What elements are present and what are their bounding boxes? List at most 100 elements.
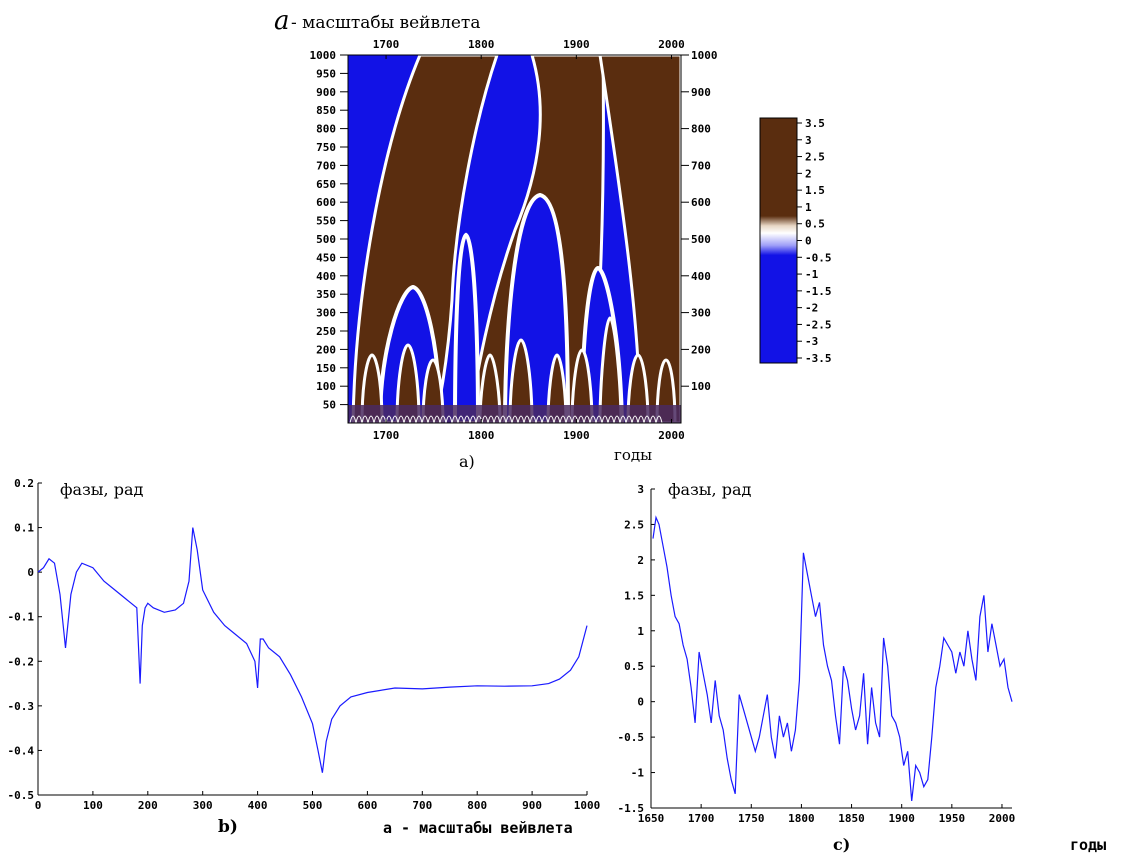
x-tick-label-bottom: 2000 <box>658 429 685 442</box>
y-tick-label-right: 400 <box>691 270 711 283</box>
y-tick-label: 0.1 <box>14 522 34 535</box>
heatmap-axes: 1700 1700 1800 1800 1900 1900 2000 2000 1000 950 9… <box>310 38 718 442</box>
chart-b-axes: 0 100 200 300 400 500 600 700 800 900 10000.20.10-… <box>8 477 601 812</box>
chart-c-title: фазы, рад <box>668 480 751 499</box>
y-tick-label: -0.5 <box>8 789 35 802</box>
y-tick-label-right: 700 <box>691 159 711 172</box>
y-tick-label-right: 600 <box>691 196 711 209</box>
x-tick-label: 1950 <box>939 812 966 825</box>
x-tick-label: 500 <box>303 799 323 812</box>
y-tick-label-left: 750 <box>316 141 336 154</box>
heatmap-caption: a) <box>459 452 475 471</box>
y-tick-label-right: 100 <box>691 380 711 393</box>
colorbar-tick-label: -0.5 <box>805 251 832 264</box>
y-tick-label-left: 150 <box>316 362 336 375</box>
y-tick-label: 1 <box>637 625 644 638</box>
x-tick-label: 2000 <box>989 812 1016 825</box>
y-tick-label-right: 800 <box>691 123 711 136</box>
y-tick-label: -0.4 <box>8 744 35 757</box>
wavelet-heatmap-chart: a - масштабы вейвлета <box>274 6 832 471</box>
y-tick-label-left: 50 <box>323 399 336 412</box>
y-tick-label-left: 1000 <box>310 49 337 62</box>
colorbar-tick-label: 0 <box>805 235 812 248</box>
x-tick-label: 700 <box>412 799 432 812</box>
colorbar-ticks: 3.5 3 2.5 2 1.5 1 0.5 0 -0.5 -1 -1.5 -2 -2.5 -3 -3.5 <box>797 117 832 365</box>
x-tick-label-bottom: 1800 <box>468 429 495 442</box>
colorbar-tick-label: 1 <box>805 201 812 214</box>
x-tick-label: 900 <box>522 799 542 812</box>
x-tick-label-top: 1900 <box>563 38 590 51</box>
x-tick-label: 200 <box>138 799 158 812</box>
y-tick-label-left: 900 <box>316 86 336 99</box>
x-tick-label-bottom: 1900 <box>563 429 590 442</box>
y-tick-label-right: 200 <box>691 343 711 356</box>
chart-b-x-label: а - масштабы вейвлета <box>383 819 573 837</box>
y-tick-label-left: 600 <box>316 196 336 209</box>
x-tick-label: 0 <box>35 799 42 812</box>
chart-c-caption: c) <box>833 835 850 854</box>
y-tick-label: -1 <box>631 767 645 780</box>
y-tick-label-right: 500 <box>691 233 711 246</box>
y-tick-label: -0.3 <box>8 700 35 713</box>
colorbar <box>759 117 798 364</box>
x-tick-label: 1000 <box>574 799 601 812</box>
chart-c-series-line <box>652 515 1013 801</box>
heatmap-small-scale-lobes <box>360 316 677 423</box>
colorbar-tick-label: -3 <box>805 335 818 348</box>
colorbar-tick-label: 3 <box>805 134 812 147</box>
heatmap-title-symbol: a <box>274 6 290 36</box>
colorbar-tick-label: -2.5 <box>805 318 832 331</box>
x-tick-label: 1800 <box>788 812 815 825</box>
x-tick-label-top: 1800 <box>468 38 495 51</box>
x-tick-label: 1650 <box>638 812 665 825</box>
chart-b-series-line <box>37 527 588 773</box>
colorbar-tick-label: -2 <box>805 302 818 315</box>
y-tick-label: -0.1 <box>8 611 35 624</box>
colorbar-tick-label: 1.5 <box>805 184 825 197</box>
y-tick-label: 1.5 <box>624 589 644 602</box>
colorbar-tick-label: 2 <box>805 167 812 180</box>
chart-b-title: фазы, рад <box>60 480 143 499</box>
y-tick-label-right: 300 <box>691 307 711 320</box>
x-tick-label-bottom: 1700 <box>373 429 400 442</box>
x-tick-label: 100 <box>83 799 103 812</box>
colorbar-tick-label: -3.5 <box>805 352 832 365</box>
y-tick-label: -1.5 <box>618 802 645 815</box>
heatmap-field <box>348 55 681 423</box>
y-tick-label: 2 <box>637 554 644 567</box>
y-tick-label-left: 650 <box>316 178 336 191</box>
y-tick-label-left: 850 <box>316 104 336 117</box>
y-tick-label-left: 350 <box>316 288 336 301</box>
x-tick-label-top: 1700 <box>373 38 400 51</box>
y-tick-label: 2.5 <box>624 518 644 531</box>
chart-b-caption: b) <box>218 817 238 837</box>
y-tick-label-right: 900 <box>691 86 711 99</box>
y-tick-label: 0 <box>27 566 34 579</box>
y-tick-label-left: 550 <box>316 215 336 228</box>
y-tick-label-left: 300 <box>316 307 336 320</box>
heatmap-x-label: годы <box>614 446 652 464</box>
colorbar-tick-label: -1.5 <box>805 285 832 298</box>
y-tick-label: 0.5 <box>624 660 644 673</box>
y-tick-label-right: 1000 <box>691 49 718 62</box>
y-tick-label-left: 800 <box>316 123 336 136</box>
y-tick-label: 0 <box>637 696 644 709</box>
y-tick-label-left: 400 <box>316 270 336 283</box>
colorbar-tick-label: -1 <box>805 268 819 281</box>
heatmap-title: - масштабы вейвлета <box>291 13 480 33</box>
y-tick-label: -0.5 <box>618 731 645 744</box>
phase-vs-year-chart: фазы, рад 1650 1700 1750 1800 1850 1900 1950 20… <box>618 480 1107 854</box>
y-tick-label-left: 100 <box>316 380 336 393</box>
x-tick-label: 600 <box>357 799 377 812</box>
colorbar-tick-label: 3.5 <box>805 117 825 130</box>
phase-vs-scale-chart: фазы, рад 0 100 200 300 400 500 600 700 800 900 10… <box>8 477 601 837</box>
y-tick-label-left: 700 <box>316 159 336 172</box>
x-tick-label: 400 <box>248 799 268 812</box>
y-tick-label-left: 450 <box>316 251 336 264</box>
heatmap-fine-scale-band <box>348 405 681 423</box>
colorbar-tick-label: 0.5 <box>805 218 825 231</box>
chart-c-x-label: годы <box>1070 836 1106 854</box>
x-tick-label: 1700 <box>688 812 715 825</box>
x-tick-label-top: 2000 <box>658 38 685 51</box>
